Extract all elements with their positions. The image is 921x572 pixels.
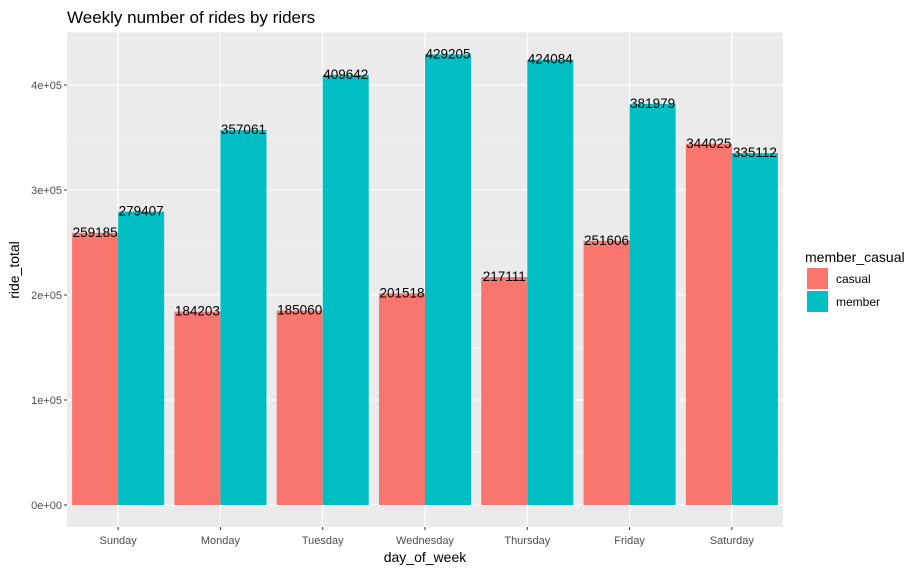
data-label-member: 429205 <box>425 46 470 61</box>
y-tick-label: 2e+05 <box>31 290 62 302</box>
bar-casual <box>378 293 425 505</box>
bar-member <box>425 54 472 506</box>
x-tick-label: Wednesday <box>396 535 454 547</box>
data-label-member: 335112 <box>733 145 777 160</box>
data-label-member: 357061 <box>221 122 266 137</box>
bar-member <box>118 211 165 505</box>
data-label-casual: 217111 <box>483 269 526 284</box>
data-label-casual: 185060 <box>277 303 322 318</box>
data-label-casual: 344025 <box>686 136 731 151</box>
y-tick-label: 3e+05 <box>31 185 62 197</box>
x-tick-label: Saturday <box>710 535 755 547</box>
data-label-member: 279407 <box>119 204 164 219</box>
legend-label-casual: casual <box>836 272 871 286</box>
y-tick-label: 4e+05 <box>31 80 62 92</box>
legend-items: casual member <box>807 268 880 312</box>
data-label-casual: 201518 <box>379 285 424 300</box>
legend-key-casual <box>807 268 828 289</box>
y-tick-label: 1e+05 <box>31 395 62 407</box>
data-label-casual: 251606 <box>584 233 629 248</box>
x-tick-label: Friday <box>614 535 645 547</box>
bar-member <box>220 130 267 506</box>
x-tick-label: Tuesday <box>302 535 344 547</box>
bar-casual <box>72 232 119 505</box>
y-axis-title: ride_total <box>6 241 22 299</box>
x-tick-label: Thursday <box>504 535 550 547</box>
x-axis-title: day_of_week <box>384 549 468 565</box>
bar-member <box>322 74 369 505</box>
data-label-member: 381979 <box>630 96 675 111</box>
legend-label-member: member <box>836 295 880 309</box>
chart-title: Weekly number of rides by riders <box>67 8 315 27</box>
bar-casual <box>276 310 323 505</box>
bar-casual <box>174 311 221 505</box>
legend-key-member <box>807 291 828 312</box>
data-label-member: 409642 <box>323 67 368 82</box>
x-tick-label: Monday <box>201 535 241 547</box>
bar-casual <box>583 240 630 505</box>
y-tick-label: 0e+00 <box>31 500 62 512</box>
bar-casual <box>481 277 528 505</box>
data-label-casual: 259185 <box>73 225 118 240</box>
bar-member <box>629 103 676 505</box>
legend: member_casual casual member <box>805 249 905 312</box>
data-label-casual: 184203 <box>175 304 220 319</box>
bar-member <box>527 59 574 506</box>
axes: 0e+00 1e+05 2e+05 3e+05 4e+05 Sunday Monday Tue… <box>31 80 754 547</box>
bars <box>72 54 778 506</box>
bar-member <box>731 153 778 506</box>
bar-casual <box>685 143 732 505</box>
data-label-member: 424084 <box>528 52 574 67</box>
x-tick-label: Sunday <box>99 535 137 547</box>
legend-title: member_casual <box>805 249 905 265</box>
